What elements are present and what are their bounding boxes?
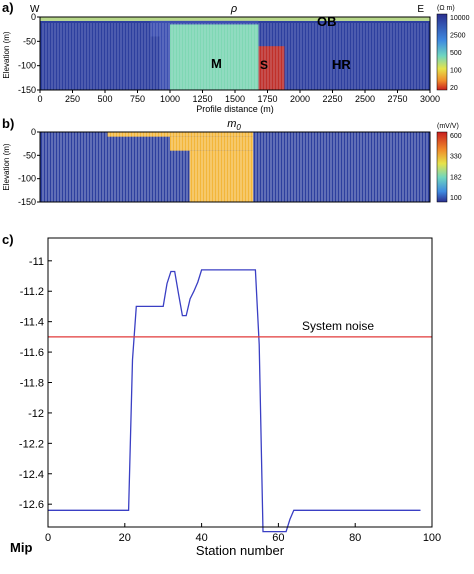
chargeable-zone (107, 132, 254, 137)
y-tick-label: -12 (28, 408, 44, 420)
y-tick-label: -11.8 (20, 378, 44, 390)
panel-b-title-sub: 0 (236, 123, 241, 132)
colorbar-b (436, 131, 448, 203)
panel-a-left-label: W (30, 4, 40, 15)
y-tick-label: 0 (31, 127, 36, 137)
panel-b-cell-grid (42, 132, 428, 202)
y-tick-label: -12.4 (19, 469, 44, 481)
x-tick-label: 2250 (322, 94, 342, 104)
colorbar-b-unit: (mV/V) (437, 123, 459, 130)
panel-c-y-ticks: -11 -11.2 -11.4 -11.6 -11.8 -12 -12.2 -12.4 -12.… (19, 256, 52, 511)
y-tick-label: -150 (18, 197, 36, 207)
y-tick-label: -12.6 (19, 499, 44, 511)
colorbar-a-tick-label: 500 (450, 50, 462, 57)
panel-c-ylabel: Mip (10, 540, 32, 555)
x-tick-label: 0 (45, 532, 51, 544)
x-tick-label: 0 (37, 94, 42, 104)
chargeable-zone (189, 150, 254, 202)
x-tick-label: 20 (119, 532, 131, 544)
colorbar-b-tick-label: 330 (450, 154, 462, 161)
colorbar-b-ticks: 600 330 182 100 (450, 133, 462, 202)
panel-c-x-ticks: 0 20 40 60 80 100 (45, 523, 441, 544)
y-tick-label: -50 (23, 150, 36, 160)
panel-a-y-ticks: 0 -50 -100 -150 (18, 12, 40, 95)
x-tick-label: 60 (272, 532, 284, 544)
x-tick-label: 1750 (257, 94, 277, 104)
panel-c-background (48, 238, 432, 527)
panel-a-cell-grid (42, 23, 428, 90)
y-tick-label: 0 (31, 12, 36, 22)
y-tick-label: -50 (23, 36, 36, 46)
y-tick-label: -150 (18, 85, 36, 95)
y-tick-label: -12.2 (19, 438, 44, 450)
panel-a-plot (40, 17, 430, 90)
colorbar-a (436, 13, 448, 91)
panel-b-y-ticks: 0 -50 -100 -150 (18, 127, 40, 207)
region-step-cell (170, 20, 259, 25)
panel-b-plot (40, 132, 430, 202)
x-tick-label: 250 (65, 94, 80, 104)
region-step-cell (159, 36, 170, 90)
x-tick-label: 500 (97, 94, 112, 104)
region-label-hr: HR (332, 57, 351, 72)
x-tick-label: 1250 (192, 94, 212, 104)
x-tick-label: 80 (349, 532, 361, 544)
x-tick-label: 2000 (290, 94, 310, 104)
panel-b-label: b) (2, 116, 14, 131)
y-tick-label: -11.2 (20, 286, 44, 298)
colorbar-a-tick-label: 100 (450, 68, 462, 75)
x-tick-label: 2750 (387, 94, 407, 104)
colorbar-a-tick-label: 20 (450, 85, 458, 92)
colorbar-a-unit: (Ω m) (437, 5, 455, 12)
panel-b-title-main: m (227, 118, 236, 130)
region-label-m: M (211, 56, 222, 71)
colorbar-a-tick-label: 2500 (450, 33, 466, 40)
y-tick-label: -11 (29, 256, 44, 268)
y-tick-label: -11.4 (20, 317, 44, 329)
panel-a-right-label: E (417, 4, 424, 15)
panel-a-xlabel: Profile distance (m) (196, 104, 274, 114)
y-tick-label: -100 (18, 174, 36, 184)
chargeable-zone (170, 136, 254, 151)
region-label-ob: OB (317, 14, 337, 29)
x-tick-label: 100 (423, 532, 441, 544)
colorbar-b-tick-label: 100 (450, 195, 462, 202)
x-tick-label: 750 (130, 94, 145, 104)
colorbar-a-tick-label: 10000 (450, 15, 470, 22)
x-tick-label: 40 (195, 532, 207, 544)
panel-b-title: m0 (227, 118, 241, 132)
colorbar-a-ticks: 10000 2500 500 100 20 (450, 15, 470, 92)
panel-a-label: a) (2, 0, 14, 15)
colorbar-b-tick-label: 600 (450, 133, 462, 140)
panel-b-ylabel: Elevation (m) (2, 143, 11, 190)
region-label-s: S (260, 58, 268, 72)
x-tick-label: 2500 (355, 94, 375, 104)
colorbar-b-tick-label: 182 (450, 174, 462, 181)
x-tick-label: 3000 (420, 94, 440, 104)
y-tick-label: -100 (18, 61, 36, 71)
panel-c-annotation: System noise (302, 319, 374, 333)
panel-c-label: c) (2, 232, 14, 247)
y-tick-label: -11.6 (20, 347, 44, 359)
x-tick-label: 1500 (225, 94, 245, 104)
panel-a-title: ρ (230, 3, 237, 15)
panel-b-frame (39, 131, 431, 203)
region-ob (40, 17, 430, 21)
panel-c-xlabel: Station number (196, 543, 285, 558)
panel-a-x-ticks: 0 250 500 750 1000 1250 1500 1750 2000 2250 2500 27… (37, 90, 440, 104)
series-line-mip (48, 269, 421, 533)
x-tick-label: 1000 (160, 94, 180, 104)
panel-c-plot (48, 269, 432, 533)
panel-a-ylabel: Elevation (m) (2, 31, 11, 78)
